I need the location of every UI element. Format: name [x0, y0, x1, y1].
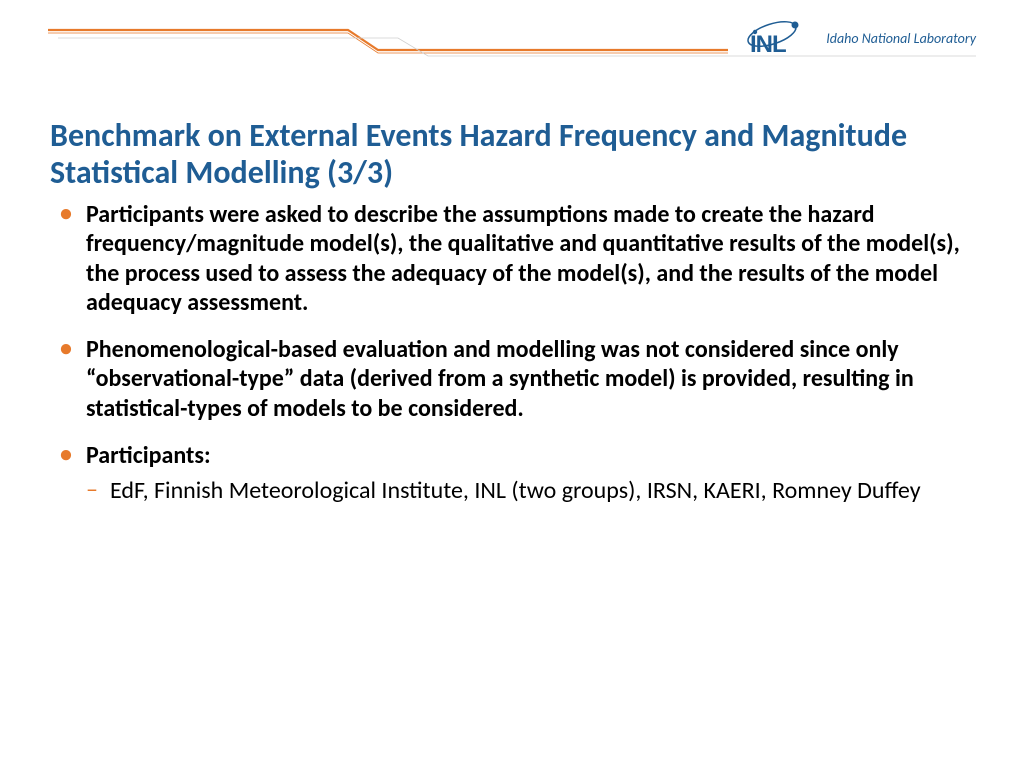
bullet-marker: • — [60, 200, 86, 317]
sub-bullet-item: – EdF, Finnish Meteorological Institute,… — [86, 476, 974, 505]
slide-title: Benchmark on External Events Hazard Freq… — [50, 118, 974, 192]
bullet-text: Phenomenological-based evaluation and mo… — [86, 335, 974, 423]
svg-text:INL: INL — [750, 31, 786, 58]
sub-bullet-text: EdF, Finnish Meteorological Institute, I… — [110, 476, 921, 505]
bullet-item: • Phenomenological-based evaluation and … — [60, 335, 974, 423]
bullet-text: Participants were asked to describe the … — [86, 200, 974, 317]
bullet-item: • Participants were asked to describe th… — [60, 200, 974, 317]
sub-bullet-marker: – — [86, 476, 110, 505]
bullet-marker: • — [60, 335, 86, 423]
slide-content: • Participants were asked to describe th… — [60, 200, 974, 505]
bullet-item: • Participants: — [60, 441, 974, 470]
bullet-marker: • — [60, 441, 86, 470]
inl-logo: INL Idaho National Laboratory — [746, 18, 976, 58]
bullet-text: Participants: — [86, 441, 211, 470]
logo-label: Idaho National Laboratory — [826, 30, 976, 47]
inl-logo-mark: INL — [746, 18, 818, 58]
